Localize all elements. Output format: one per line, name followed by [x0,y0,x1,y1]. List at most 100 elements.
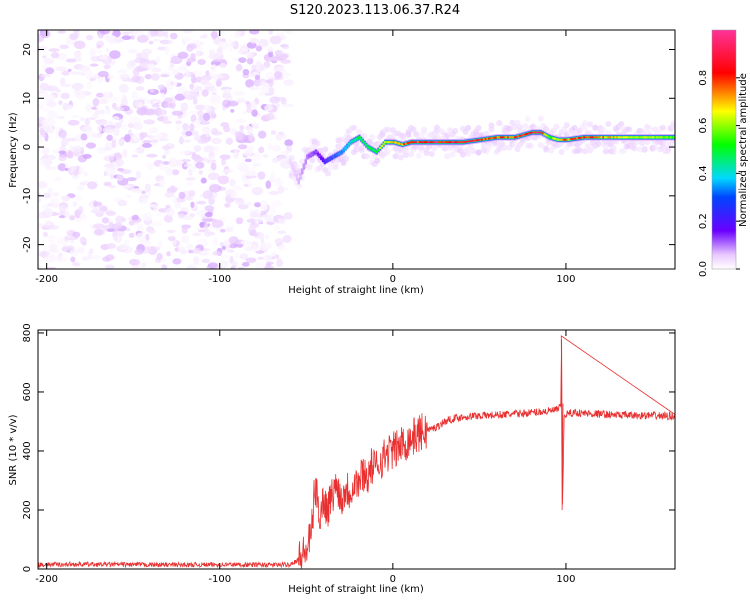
noise-speck [104,142,113,151]
noise-speck [43,57,55,65]
ridge-cell [455,141,458,144]
ridge-cell [472,139,475,142]
noise-speck [106,134,113,141]
ridge-halo-speck [670,120,675,127]
ridge-cell [302,165,306,168]
noise-speck [159,178,165,188]
noise-speck [118,137,125,147]
ridge-cell [666,136,669,139]
noise-speck [55,66,68,72]
noise-speck [61,195,71,202]
ridge-cell [640,136,643,139]
noise-speck [38,90,49,97]
noise-speck [114,106,125,111]
noise-speck [198,169,203,175]
ridge-cell [406,142,410,145]
noise-speck [282,103,294,108]
noise-speck [185,195,194,201]
noise-speck [163,264,168,269]
noise-speck [185,181,194,187]
noise-speck [268,190,280,195]
noise-speck [145,98,158,105]
ridge-cell [382,143,385,146]
ridge-cell [339,152,342,154]
noise-speck [205,70,210,77]
noise-speck [234,131,243,136]
noise-speck [140,197,149,204]
ridge-cell [560,138,564,141]
ridge-cell [446,141,449,144]
noise-speck [67,119,80,126]
noise-speck [58,129,67,139]
noise-speck [59,44,69,50]
ridge-cell [534,131,538,134]
ridge-cell [318,154,321,157]
noise-speck [251,122,260,128]
ridge-cell [617,136,621,139]
snr-frame [37,329,676,570]
ridge-cell [449,141,453,144]
noise-speck [99,109,105,115]
ridge-cell [621,136,624,139]
ridge-cell [429,141,432,144]
noise-speck [79,117,86,122]
noise-speck [195,50,200,58]
ridge-cell [664,136,667,139]
ridge-cell [363,142,366,145]
noise-speck [72,200,78,207]
ridge-halo-speck [610,148,617,155]
ridge-halo-speck [581,124,588,131]
ridge-halo-speck [337,142,344,149]
noise-speck [111,116,120,121]
ridge-halo-speck [410,126,417,133]
ridge-cell [439,141,442,144]
ridge-cell [420,141,423,144]
noise-speck [107,228,115,232]
noise-speck [250,101,258,110]
ridge-halo-speck [306,164,313,171]
ridge-halo-speck [506,125,513,132]
ridge-cell [333,154,337,157]
noise-speck [217,46,223,53]
noise-speck [128,220,135,226]
noise-speck [136,67,148,72]
ridge-cell [325,159,328,162]
noise-speck [180,248,188,255]
noise-speck [168,159,179,168]
ridge-cell [401,143,404,146]
noise-speck [89,248,94,255]
noise-speck [165,168,175,176]
ridge-cell [432,141,435,144]
noise-speck [228,39,234,43]
noise-speck [102,126,115,133]
noise-speck [67,150,74,159]
ridge-cell [396,142,399,145]
ridge-cell [593,136,596,139]
ridge-cell [607,136,610,139]
ridge-cell [444,141,448,144]
ridge-cell [602,136,605,139]
ridge-halo-speck [475,124,482,131]
noise-speck [270,130,277,135]
ridge-cell [389,141,392,144]
noise-speck [172,258,182,265]
noise-speck [180,109,188,118]
ridge-halo-speck [470,148,477,155]
ridge-cell [427,141,430,144]
noise-speck [255,250,265,254]
noise-speck [226,100,239,107]
noise-speck [116,174,124,182]
ridge-halo-speck [465,150,472,157]
noise-speck [89,48,96,58]
noise-speck [211,73,224,80]
noise-speck [211,30,217,40]
noise-speck [246,201,252,206]
noise-speck [272,144,281,152]
noise-speck [58,155,67,162]
ridge-cell [510,136,513,139]
noise-speck [195,209,208,217]
noise-speck [262,154,269,158]
noise-speck [83,171,88,177]
ridge-cell [422,141,425,144]
noise-speck [210,162,217,171]
